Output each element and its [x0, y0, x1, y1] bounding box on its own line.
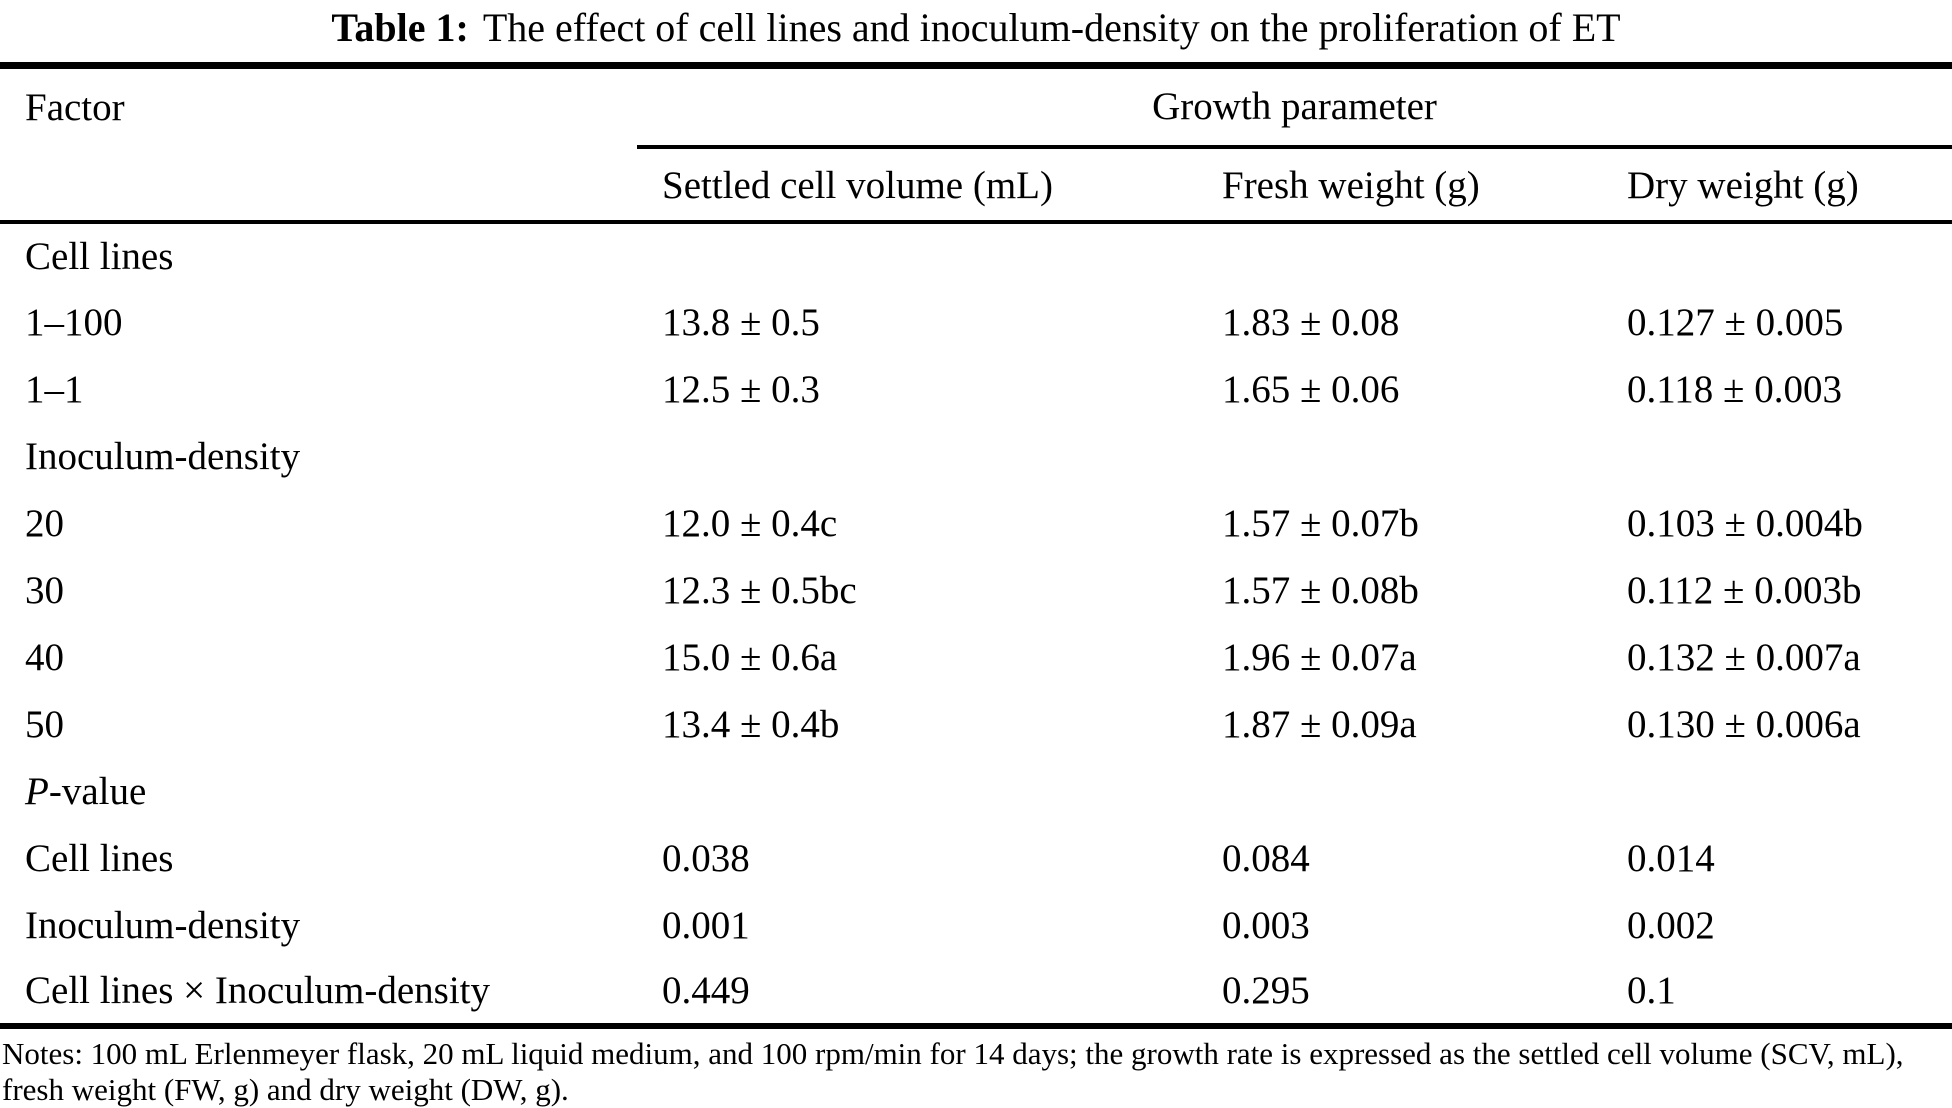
section-row-inoculum-density: Inoculum-density [0, 423, 1952, 490]
table-row: 1–100 13.8 ± 0.5 1.83 ± 0.08 0.127 ± 0.0… [0, 289, 1952, 356]
row-label: Cell lines [25, 836, 174, 880]
cell-dry-weight: 0.127 ± 0.005 [1627, 300, 1844, 344]
column-header-dry-weight: Dry weight (g) [1602, 146, 1952, 224]
cell-fresh-weight: 1.87 ± 0.09a [1222, 702, 1417, 746]
row-label: 40 [25, 635, 64, 679]
cell-fresh-weight [1197, 222, 1602, 289]
column-header-settled-cell-volume: Settled cell volume (mL) [637, 146, 1197, 224]
cell-scv: 12.3 ± 0.5bc [662, 568, 857, 612]
cell-fresh-weight: 0.003 [1222, 903, 1310, 947]
table-row: Cell lines × Inoculum-density 0.449 0.29… [0, 958, 1952, 1029]
cell-dry-weight: 0.014 [1627, 836, 1715, 880]
cell-scv: 13.4 ± 0.4b [662, 702, 840, 746]
cell-dry-weight [1602, 423, 1952, 490]
table-row: 20 12.0 ± 0.4c 1.57 ± 0.07b 0.103 ± 0.00… [0, 490, 1952, 557]
column-header-fresh-weight: Fresh weight (g) [1197, 146, 1602, 224]
cell-scv: 13.8 ± 0.5 [662, 300, 820, 344]
table-row: 30 12.3 ± 0.5bc 1.57 ± 0.08b 0.112 ± 0.0… [0, 557, 1952, 624]
cell-fresh-weight [1197, 758, 1602, 825]
header-row-group: Factor Growth parameter [0, 65, 1952, 149]
row-label: 50 [25, 702, 64, 746]
cell-scv [637, 222, 1197, 289]
row-label: Inoculum-density [25, 903, 301, 947]
cell-dry-weight: 0.112 ± 0.003b [1627, 568, 1862, 612]
table-row: 1–1 12.5 ± 0.3 1.65 ± 0.06 0.118 ± 0.003 [0, 356, 1952, 423]
cell-scv [637, 423, 1197, 490]
row-label: Cell lines [25, 234, 174, 278]
cell-dry-weight: 0.1 [1602, 958, 1952, 1029]
cell-scv [637, 758, 1197, 825]
cell-dry-weight [1602, 222, 1952, 289]
cell-fresh-weight: 1.57 ± 0.08b [1222, 568, 1419, 612]
cell-fresh-weight: 1.65 ± 0.06 [1222, 367, 1400, 411]
row-label: 30 [25, 568, 64, 612]
cell-scv: 12.0 ± 0.4c [662, 501, 838, 545]
row-label: 20 [25, 501, 64, 545]
cell-dry-weight: 0.118 ± 0.003 [1627, 367, 1842, 411]
table-notes: Notes: 100 mL Erlenmeyer flask, 20 mL li… [2, 1035, 1904, 1107]
cell-scv: 15.0 ± 0.6a [662, 635, 838, 679]
cell-dry-weight: 0.103 ± 0.004b [1627, 501, 1863, 545]
cell-fresh-weight: 1.83 ± 0.08 [1222, 300, 1400, 344]
cell-fresh-weight: 1.96 ± 0.07a [1222, 635, 1417, 679]
factor-column-header: Factor [25, 86, 125, 130]
header-row-columns: Settled cell volume (mL) Fresh weight (g… [0, 146, 1952, 224]
table-row: 40 15.0 ± 0.6a 1.96 ± 0.07a 0.132 ± 0.00… [0, 624, 1952, 691]
cell-dry-weight [1602, 758, 1952, 825]
table-caption-label: Table 1: [331, 5, 469, 50]
cell-scv: 12.5 ± 0.3 [662, 367, 820, 411]
row-label: 1–100 [25, 300, 123, 344]
cell-fresh-weight: 0.295 [1197, 958, 1602, 1029]
table-row: 50 13.4 ± 0.4b 1.87 ± 0.09a 0.130 ± 0.00… [0, 691, 1952, 758]
results-table: Factor Growth parameter Settled cell vol… [0, 62, 1952, 1029]
table-caption-text: The effect of cell lines and inoculum-de… [482, 5, 1621, 50]
row-label: 1–1 [25, 367, 84, 411]
section-row-cell-lines: Cell lines [0, 222, 1952, 289]
row-label: P-value [25, 769, 147, 813]
cell-scv: 0.449 [637, 958, 1197, 1029]
table-caption: Table 1: The effect of cell lines and ino… [0, 0, 1952, 62]
section-row-p-value: P-value [0, 758, 1952, 825]
cell-dry-weight: 0.130 ± 0.006a [1627, 702, 1861, 746]
row-label: Cell lines × Inoculum-density [0, 958, 637, 1029]
empty-header-cell [0, 146, 637, 224]
row-label: Inoculum-density [25, 434, 301, 478]
cell-scv: 0.038 [662, 836, 750, 880]
cell-dry-weight: 0.132 ± 0.007a [1627, 635, 1861, 679]
table-row: Cell lines 0.038 0.084 0.014 [0, 825, 1952, 892]
cell-fresh-weight: 0.084 [1222, 836, 1310, 880]
table-row: Inoculum-density 0.001 0.003 0.002 [0, 892, 1952, 959]
cell-fresh-weight: 1.57 ± 0.07b [1222, 501, 1419, 545]
cell-scv: 0.001 [662, 903, 750, 947]
cell-dry-weight: 0.002 [1627, 903, 1715, 947]
cell-fresh-weight [1197, 423, 1602, 490]
growth-parameter-group-header: Growth parameter [637, 65, 1952, 149]
